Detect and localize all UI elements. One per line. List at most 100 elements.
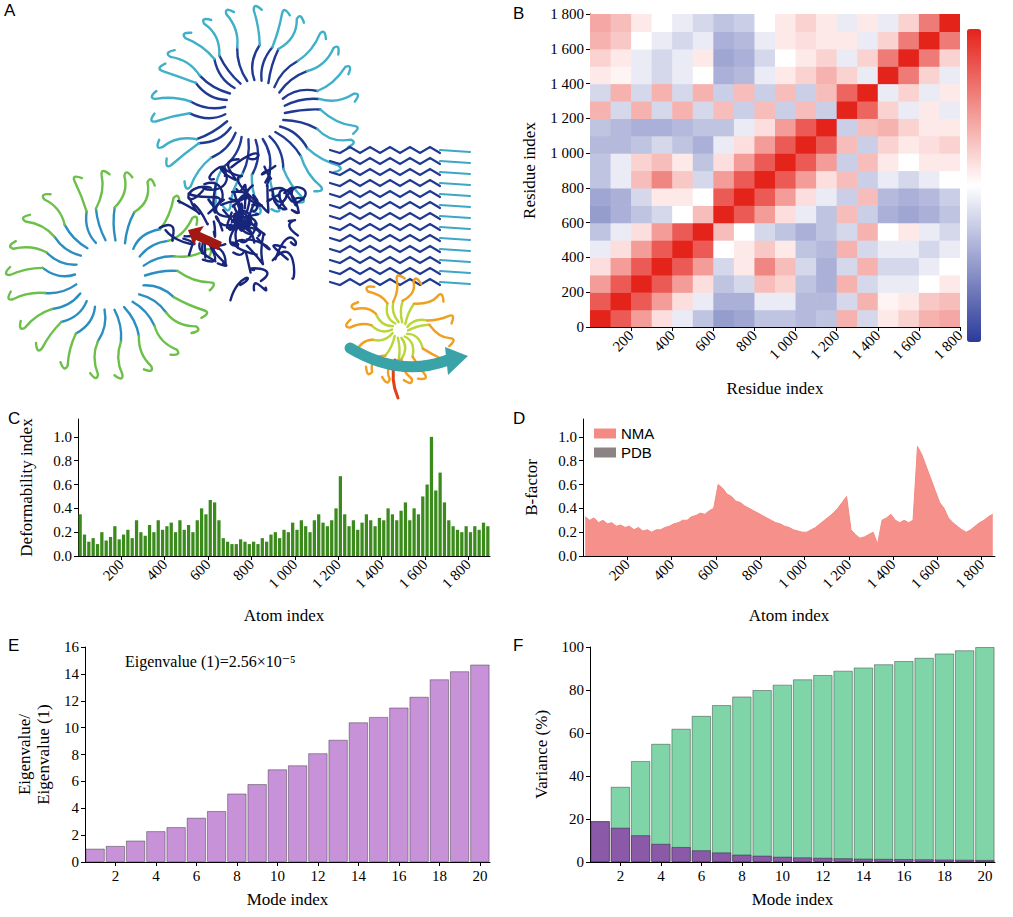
svg-text:D: D	[513, 409, 525, 428]
svg-text:0.4: 0.4	[558, 500, 577, 516]
svg-text:12: 12	[310, 868, 325, 884]
svg-text:1 800: 1 800	[952, 556, 987, 591]
svg-text:800: 800	[739, 556, 766, 583]
svg-text:2: 2	[112, 868, 120, 884]
svg-text:2: 2	[617, 868, 625, 884]
svg-text:1 800: 1 800	[439, 556, 474, 591]
svg-text:1 200: 1 200	[550, 110, 584, 126]
svg-text:F: F	[513, 636, 523, 655]
svg-text:800: 800	[562, 180, 585, 196]
svg-text:1 200: 1 200	[807, 327, 842, 362]
svg-text:NMA: NMA	[621, 425, 654, 442]
svg-text:10: 10	[775, 868, 790, 884]
svg-text:400: 400	[650, 556, 677, 583]
svg-text:Eigenvalue (1): Eigenvalue (1)	[34, 704, 53, 805]
svg-text:6: 6	[698, 868, 706, 884]
svg-text:0.8: 0.8	[53, 453, 72, 469]
svg-text:60: 60	[569, 725, 584, 741]
svg-text:1 600: 1 600	[550, 41, 584, 57]
svg-text:10: 10	[270, 868, 285, 884]
svg-text:40: 40	[569, 768, 584, 784]
svg-text:20: 20	[569, 811, 584, 827]
svg-text:Residue index: Residue index	[727, 379, 824, 398]
svg-text:A: A	[4, 1, 16, 20]
svg-text:2: 2	[72, 827, 80, 843]
svg-text:1 200: 1 200	[309, 556, 344, 591]
svg-text:14: 14	[64, 666, 80, 682]
svg-text:0.2: 0.2	[53, 524, 72, 540]
svg-text:1 200: 1 200	[819, 556, 854, 591]
svg-text:Residue index: Residue index	[520, 122, 539, 219]
svg-text:1 400: 1 400	[352, 556, 387, 591]
svg-text:1.0: 1.0	[53, 429, 72, 445]
svg-text:200: 200	[606, 556, 633, 583]
svg-text:16: 16	[391, 868, 407, 884]
svg-text:400: 400	[143, 556, 170, 583]
svg-text:200: 200	[100, 556, 127, 583]
svg-text:B: B	[513, 4, 524, 23]
svg-text:600: 600	[694, 556, 721, 583]
svg-text:1 600: 1 600	[889, 327, 924, 362]
svg-text:C: C	[8, 409, 20, 428]
svg-text:18: 18	[937, 868, 952, 884]
svg-text:Eigenvalue (1)=2.56×10⁻⁵: Eigenvalue (1)=2.56×10⁻⁵	[125, 653, 296, 671]
svg-text:PDB: PDB	[621, 444, 652, 461]
svg-text:18: 18	[432, 868, 447, 884]
svg-text:Variance (%): Variance (%)	[532, 710, 551, 799]
svg-text:0.0: 0.0	[53, 548, 72, 564]
svg-text:6: 6	[193, 868, 201, 884]
svg-text:6: 6	[72, 773, 80, 789]
svg-text:0.6: 0.6	[53, 477, 72, 493]
svg-text:1 400: 1 400	[864, 556, 899, 591]
svg-text:8: 8	[233, 868, 241, 884]
svg-text:Atom index: Atom index	[244, 606, 325, 625]
svg-text:0.0: 0.0	[558, 548, 577, 564]
svg-text:20: 20	[472, 868, 487, 884]
svg-text:1 600: 1 600	[395, 556, 430, 591]
svg-text:100: 100	[562, 639, 585, 655]
svg-text:0.4: 0.4	[53, 500, 72, 516]
svg-text:Eigenvalue/: Eigenvalue/	[15, 714, 34, 795]
svg-text:10: 10	[64, 720, 79, 736]
svg-text:8: 8	[738, 868, 746, 884]
svg-text:Mode index: Mode index	[247, 890, 329, 909]
svg-text:20: 20	[977, 868, 992, 884]
svg-text:200: 200	[610, 327, 637, 354]
svg-text:1 000: 1 000	[775, 556, 810, 591]
svg-text:4: 4	[72, 800, 80, 816]
svg-text:4: 4	[657, 868, 665, 884]
svg-text:400: 400	[562, 249, 585, 265]
svg-text:14: 14	[856, 868, 872, 884]
svg-text:800: 800	[230, 556, 257, 583]
svg-text:0.6: 0.6	[558, 477, 577, 493]
svg-text:0: 0	[577, 854, 585, 870]
svg-text:1.0: 1.0	[558, 429, 577, 445]
svg-text:0: 0	[72, 854, 80, 870]
svg-text:1 800: 1 800	[931, 327, 966, 362]
svg-text:1 400: 1 400	[550, 76, 584, 92]
svg-text:600: 600	[187, 556, 214, 583]
svg-text:0.2: 0.2	[558, 524, 577, 540]
svg-text:Atom index: Atom index	[749, 606, 830, 625]
svg-text:16: 16	[896, 868, 912, 884]
svg-text:600: 600	[692, 327, 719, 354]
svg-text:400: 400	[651, 327, 678, 354]
svg-text:8: 8	[72, 747, 80, 763]
svg-text:E: E	[8, 636, 19, 655]
svg-text:12: 12	[64, 693, 79, 709]
svg-text:1 600: 1 600	[908, 556, 943, 591]
svg-text:B-factor: B-factor	[522, 459, 541, 516]
svg-text:Mode index: Mode index	[752, 890, 834, 909]
svg-text:1 000: 1 000	[265, 556, 300, 591]
svg-text:200: 200	[562, 284, 585, 300]
svg-text:80: 80	[569, 682, 584, 698]
svg-text:14: 14	[351, 868, 367, 884]
svg-text:600: 600	[562, 215, 585, 231]
svg-text:1 400: 1 400	[848, 327, 883, 362]
svg-text:1 000: 1 000	[550, 145, 584, 161]
svg-text:Deformability index: Deformability index	[17, 418, 36, 557]
svg-text:0.8: 0.8	[558, 453, 577, 469]
svg-text:800: 800	[733, 327, 760, 354]
svg-text:4: 4	[152, 868, 160, 884]
svg-text:16: 16	[64, 639, 80, 655]
